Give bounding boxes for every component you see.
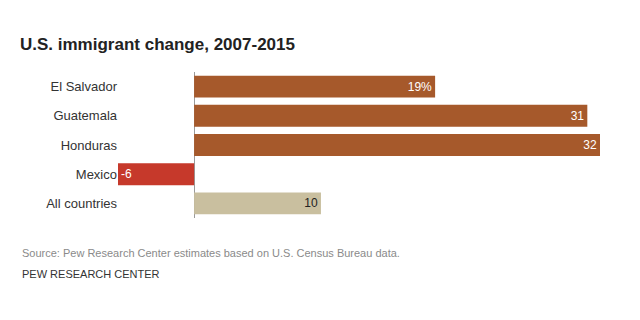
svg-text:Guatemala: Guatemala <box>53 108 117 123</box>
svg-text:PEW RESEARCH CENTER: PEW RESEARCH CENTER <box>22 268 160 280</box>
svg-text:10: 10 <box>304 196 318 210</box>
svg-text:Honduras: Honduras <box>61 138 118 153</box>
svg-text:-6: -6 <box>121 167 132 181</box>
svg-text:El Salvador: El Salvador <box>51 79 118 94</box>
svg-text:19%: 19% <box>408 80 432 94</box>
svg-text:U.S. immigrant change, 2007-20: U.S. immigrant change, 2007-2015 <box>20 35 295 54</box>
svg-text:32: 32 <box>583 138 597 152</box>
svg-text:Mexico: Mexico <box>76 167 117 182</box>
svg-text:Source: Pew Research Center es: Source: Pew Research Center estimates ba… <box>22 247 400 259</box>
svg-text:31: 31 <box>571 109 585 123</box>
svg-text:All countries: All countries <box>46 196 117 211</box>
